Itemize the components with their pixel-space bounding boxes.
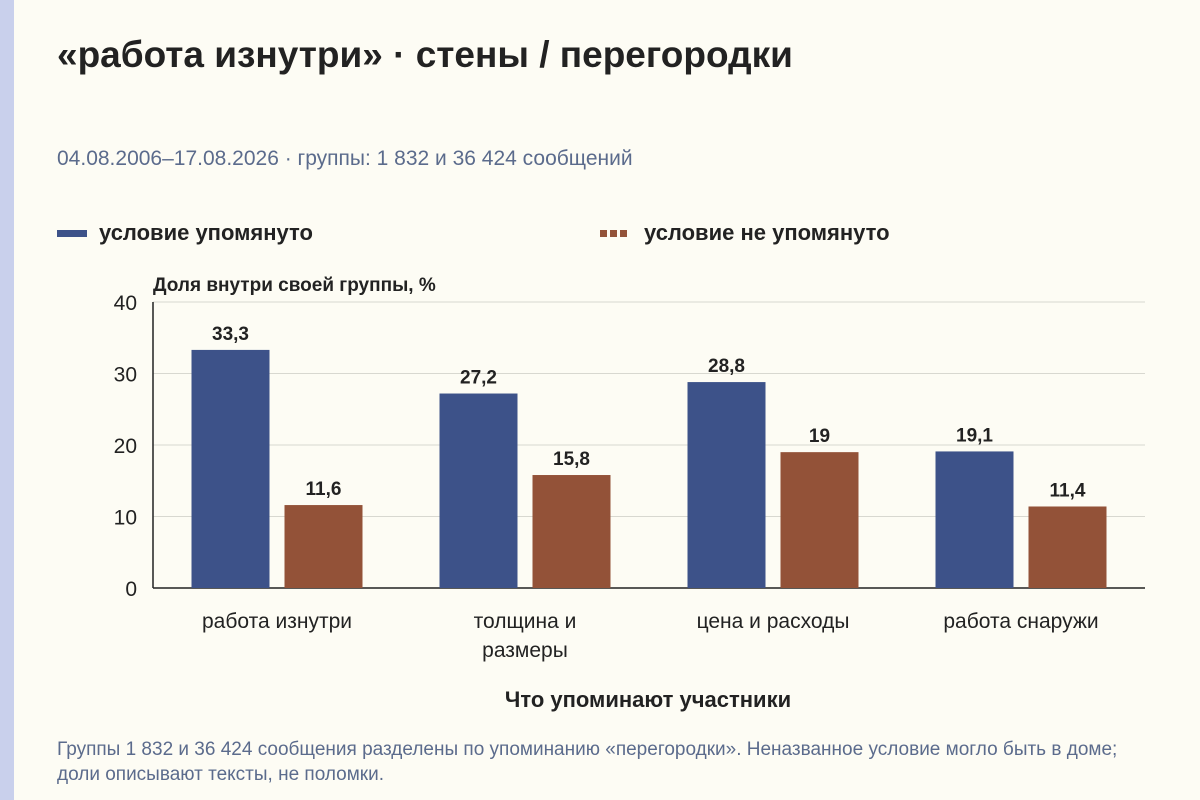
legend-label-not-mentioned: условие не упомянуто (644, 220, 890, 245)
bar-not-mentioned (780, 452, 859, 588)
bar-not-mentioned (284, 505, 363, 588)
bar-mentioned (191, 349, 270, 588)
footnote: Группы 1 832 и 36 424 сообщения разделен… (57, 739, 1118, 785)
x-category-label: толщина и (474, 610, 577, 633)
bar-mentioned (439, 393, 518, 588)
y-tick-label: 0 (125, 578, 137, 601)
data-label-not-mentioned: 15,8 (553, 449, 590, 470)
y-tick-label: 30 (114, 364, 137, 387)
page-title: «работа изнутри» · стены / перегородки (57, 34, 793, 75)
legend-swatch-mentioned (57, 229, 87, 237)
data-label-not-mentioned: 19 (809, 426, 830, 447)
x-category-label: цена и расходы (697, 610, 850, 633)
legend-item-mentioned: условие упомянуто (57, 219, 313, 247)
y-tick-label: 20 (114, 435, 137, 458)
data-label-mentioned: 19,1 (956, 425, 993, 446)
left-accent-strip (0, 0, 14, 800)
page-subtitle: 04.08.2006–17.08.2026 · группы: 1 832 и … (57, 147, 633, 170)
legend-item-not-mentioned: условие не упомянуто (600, 219, 890, 247)
data-label-not-mentioned: 11,4 (1050, 480, 1086, 501)
data-label-mentioned: 28,8 (708, 356, 745, 377)
bar-not-mentioned (532, 475, 611, 588)
data-label-mentioned: 27,2 (460, 368, 497, 389)
x-category-label: работа изнутри (202, 610, 352, 633)
bar-mentioned (687, 382, 766, 588)
data-label-not-mentioned: 11,6 (306, 479, 342, 500)
y-axis-label: Доля внутри своей группы, % (153, 275, 436, 296)
x-axis-label: Что упоминают участники (505, 687, 791, 712)
legend-label-mentioned: условие упомянуто (99, 220, 313, 245)
legend-swatch-not-mentioned (600, 229, 630, 237)
data-label-mentioned: 33,3 (212, 324, 249, 345)
x-category-label: работа снаружи (943, 610, 1098, 633)
y-tick-label: 40 (114, 292, 137, 315)
bar-not-mentioned (1028, 506, 1107, 588)
x-category-label: размеры (482, 639, 568, 662)
bar-mentioned (935, 451, 1014, 588)
y-tick-label: 10 (114, 507, 137, 530)
